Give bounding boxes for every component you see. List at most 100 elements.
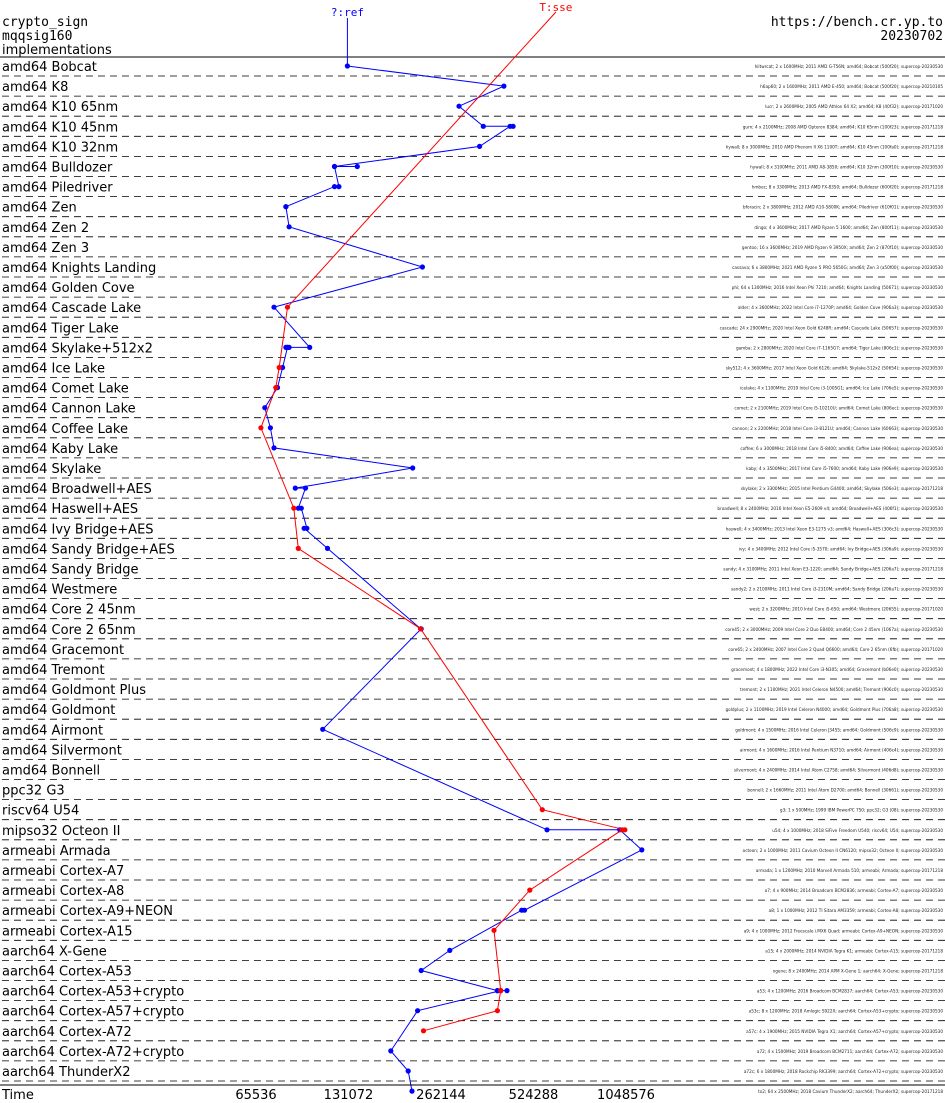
data-point xyxy=(331,163,338,170)
row-label: amd64 Sandy Bridge xyxy=(2,563,138,578)
data-point xyxy=(494,1008,500,1014)
data-point xyxy=(480,123,486,129)
machine-note: kaby; 4 x 3500MHz; 2017 Intel Core i5-76… xyxy=(746,466,943,471)
x-tick-label: 524288 xyxy=(509,1088,559,1103)
machine-note: octeon; 2 x 1000MHz; 2011 Cavium Octeon … xyxy=(743,848,944,853)
machine-note: core45; 2 x 3000MHz; 2009 Intel Core 2 D… xyxy=(725,627,943,632)
row-label: amd64 Tiger Lake xyxy=(2,321,119,336)
row-label: amd64 Cascade Lake xyxy=(2,301,141,316)
data-point xyxy=(539,807,545,813)
row-label: amd64 K10 45nm xyxy=(2,120,118,135)
machine-note: dingo; 4 x 3600MHz; 2017 AMD Ryzen 5 160… xyxy=(754,225,943,230)
data-point xyxy=(388,1048,394,1054)
data-point xyxy=(271,445,277,451)
data-point xyxy=(271,304,277,310)
data-point xyxy=(418,967,424,974)
machine-note: sandy; 4 x 3100MHz; 2011 Intel Xeon E3-1… xyxy=(723,567,943,572)
row-label: riscv64 U54 xyxy=(2,804,79,819)
machine-note: icelake; 4 x 1100MHz; 2019 Intel Core i3… xyxy=(740,386,943,391)
row-label: amd64 Ice Lake xyxy=(2,362,105,377)
machine-note: west; 2 x 3200MHz; 2010 Intel Core i5-65… xyxy=(749,607,943,612)
machine-note: gurn; 4 x 2100MHz; 2008 AMD Opteron 8384… xyxy=(743,124,944,129)
machine-note: armada; 1 x 1200MHz; 2010 Marvell Armada… xyxy=(756,868,944,873)
x-tick-label: 262144 xyxy=(416,1088,466,1103)
row-label: armeabi Cortex-A8 xyxy=(2,884,124,899)
machine-note: gentoo; 16 x 3600MHz; 2019 AMD Ryzen 9 3… xyxy=(742,245,943,250)
data-point xyxy=(418,626,424,632)
series-line-ref xyxy=(264,65,643,1092)
row-label: amd64 Skylake xyxy=(2,462,101,477)
data-point xyxy=(283,204,289,210)
machine-note: tx2; 64 x 2500MHz; 2018 Cavium ThunderX2… xyxy=(758,1089,943,1094)
row-label: aarch64 ThunderX2 xyxy=(2,1065,130,1080)
x-tick-label: 65536 xyxy=(235,1088,276,1103)
row-label: amd64 Comet Lake xyxy=(2,382,129,397)
data-point xyxy=(302,485,309,491)
row-label: amd64 Tremont xyxy=(2,663,105,678)
row-label: amd64 K10 32nm xyxy=(2,140,118,155)
row-label: armeabi Cortex-A7 xyxy=(2,864,124,879)
row-label: amd64 Sandy Bridge+AES xyxy=(2,542,175,557)
data-point xyxy=(420,1028,427,1034)
machine-note: a72; 4 x 1500MHz; 2019 Broadcom BCM2711;… xyxy=(757,1049,943,1054)
machine-note: comet; 2 x 2100MHz; 2019 Intel Core i5-1… xyxy=(734,406,943,411)
machine-note: xgene; 8 x 2400MHz; 2014 APM X-Gene 1; a… xyxy=(773,969,944,974)
header-algorithm: mqqsig160 xyxy=(2,29,72,44)
data-point xyxy=(498,988,504,994)
machine-note: ivy; 4 x 3400MHz; 2012 Intel Core i5-357… xyxy=(739,546,944,551)
machine-note: a8; 1 x 1000MHz; 2012 TI Sitara AM3359; … xyxy=(769,908,944,913)
data-point xyxy=(491,927,497,933)
data-point xyxy=(258,425,264,431)
data-point xyxy=(527,887,533,893)
machine-notes-group: hiltwrcat; 2 x 1600MHz; 2011 AMD G-T56N;… xyxy=(717,64,943,1094)
machine-note: a57c; 4 x 1900MHz; 2015 NVIDIA Tegra X1;… xyxy=(746,1029,943,1034)
data-point xyxy=(354,163,360,170)
row-label: amd64 Broadwell+AES xyxy=(2,482,152,497)
row-label: aarch64 Cortex-A72+crypto xyxy=(2,1045,184,1060)
data-point xyxy=(507,123,513,129)
series-label-sse: T:sse xyxy=(539,1,572,14)
data-point xyxy=(295,545,301,552)
row-labels-group: amd64 Bobcat amd64 K8 amd64 K10 65nm amd64 … xyxy=(2,60,945,1082)
row-label: amd64 Zen xyxy=(2,201,77,216)
machine-note: goldplus; 2 x 1100MHz; 2019 Intel Celero… xyxy=(725,707,943,712)
machine-note: a7; 4 x 900MHz; 2014 Broadcom BCM2836; a… xyxy=(765,888,944,893)
machine-note: core65; 2 x 2400MHz; 2007 Intel Core 2 Q… xyxy=(728,647,943,652)
machine-note: broadwell; 8 x 2400MHz; 2016 Intel Xeon … xyxy=(717,506,943,511)
machine-note: sandy2; 2 x 2100MHz; 2011 Intel Core i3-… xyxy=(731,587,943,592)
row-label: amd64 Golden Cove xyxy=(2,281,135,296)
series-line-sse xyxy=(260,11,626,1032)
data-point xyxy=(301,525,307,531)
x-tick-label: 1048576 xyxy=(597,1088,655,1103)
machine-note: a53c; 8 x 1200MHz; 2018 Amlogic S922X; a… xyxy=(749,1009,944,1014)
series-label-ref: ?:ref xyxy=(331,6,364,19)
row-label: amd64 Knights Landing xyxy=(2,261,156,276)
header-primitive: crypto_sign xyxy=(2,15,88,30)
x-axis: Time 65536 131072 262144 524288 1048576 xyxy=(0,1084,945,1103)
row-label: aarch64 Cortex-A57+crypto xyxy=(2,1005,184,1020)
row-label: amd64 Bulldozer xyxy=(2,161,113,176)
machine-note: hiltwrcat; 2 x 1600MHz; 2011 AMD G-T56N;… xyxy=(755,64,944,69)
row-label: amd64 Kaby Lake xyxy=(2,442,118,457)
row-label: amd64 Coffee Lake xyxy=(2,422,128,437)
data-point xyxy=(336,184,342,190)
data-point xyxy=(267,425,273,431)
machine-note: coffee; 6 x 3000MHz; 2018 Intel Core i5-… xyxy=(740,446,943,451)
data-point xyxy=(298,505,304,511)
row-label: ppc32 G3 xyxy=(2,784,65,799)
machine-note: cascade; 24 x 2900MHz; 2020 Intel Xeon G… xyxy=(720,325,944,330)
data-point xyxy=(292,485,298,491)
row-label: amd64 Airmont xyxy=(2,723,103,738)
data-point xyxy=(276,364,282,371)
row-label: amd64 Bonnell xyxy=(2,764,100,779)
data-point xyxy=(284,344,291,350)
machine-note: u54; 4 x 1000MHz; 2018 SiFive Freedom U5… xyxy=(772,828,943,833)
machine-note: bforacin; 2 x 3800MHz; 2012 AMD A10-5800… xyxy=(743,205,943,210)
data-point xyxy=(409,1088,415,1094)
data-point xyxy=(619,827,625,833)
row-label: amd64 K10 65nm xyxy=(2,100,118,115)
row-label: aarch64 X-Gene xyxy=(2,944,107,959)
machine-note: hywall; 8 x 3000MHz; 2010 AMD Phenom II … xyxy=(726,144,944,149)
row-label: aarch64 Cortex-A53 xyxy=(2,965,132,980)
data-point xyxy=(519,907,525,913)
